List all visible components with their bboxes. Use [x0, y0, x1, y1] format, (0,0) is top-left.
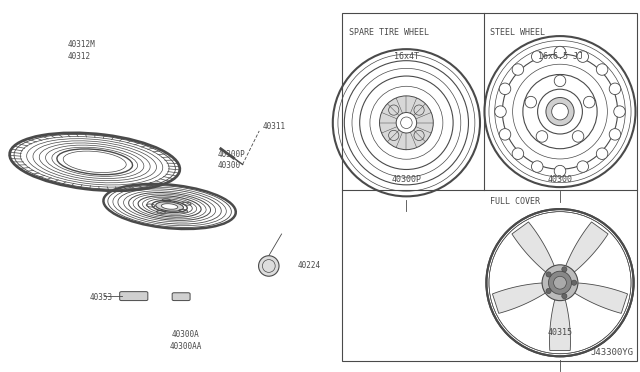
Ellipse shape	[542, 265, 578, 301]
Ellipse shape	[609, 129, 621, 140]
Text: 16x6.5 JJ: 16x6.5 JJ	[538, 52, 582, 61]
Polygon shape	[512, 222, 554, 272]
Text: STEEL WHEEL: STEEL WHEEL	[490, 28, 545, 37]
Ellipse shape	[577, 161, 589, 172]
Text: 40300: 40300	[547, 175, 573, 184]
Text: 40224: 40224	[298, 262, 321, 270]
Ellipse shape	[512, 64, 524, 75]
Ellipse shape	[380, 96, 433, 150]
FancyBboxPatch shape	[172, 293, 190, 301]
Ellipse shape	[562, 267, 567, 272]
Ellipse shape	[531, 51, 543, 62]
Polygon shape	[566, 222, 608, 272]
Ellipse shape	[495, 106, 506, 117]
Ellipse shape	[156, 202, 184, 211]
Text: 40311: 40311	[262, 122, 285, 131]
Text: 40300A
40300AA: 40300A 40300AA	[170, 330, 202, 351]
Ellipse shape	[554, 166, 566, 177]
Ellipse shape	[596, 64, 608, 75]
Bar	[342, 13, 637, 361]
Ellipse shape	[546, 288, 551, 294]
Ellipse shape	[609, 83, 621, 94]
Text: 40315: 40315	[547, 328, 573, 337]
Ellipse shape	[572, 280, 577, 285]
Ellipse shape	[577, 51, 589, 62]
Ellipse shape	[554, 46, 566, 58]
Ellipse shape	[499, 129, 511, 140]
Ellipse shape	[548, 271, 572, 294]
Ellipse shape	[161, 204, 178, 209]
Ellipse shape	[614, 106, 625, 117]
Ellipse shape	[259, 256, 279, 276]
Text: 40353: 40353	[90, 293, 113, 302]
Ellipse shape	[596, 148, 608, 160]
Ellipse shape	[546, 97, 574, 126]
FancyBboxPatch shape	[120, 292, 148, 301]
Text: SPARE TIRE WHEEL: SPARE TIRE WHEEL	[349, 28, 429, 37]
Text: J43300YG: J43300YG	[591, 348, 634, 357]
Text: 40312M
40312: 40312M 40312	[67, 40, 95, 61]
Ellipse shape	[552, 103, 568, 120]
Ellipse shape	[554, 276, 566, 289]
Text: FULL COVER: FULL COVER	[490, 197, 540, 206]
Polygon shape	[550, 300, 570, 350]
Ellipse shape	[512, 148, 524, 160]
Ellipse shape	[531, 161, 543, 172]
Ellipse shape	[396, 112, 417, 133]
Text: 40300P
40300: 40300P 40300	[218, 150, 245, 170]
Ellipse shape	[562, 294, 567, 299]
Ellipse shape	[499, 83, 511, 94]
Polygon shape	[492, 283, 545, 313]
Ellipse shape	[546, 272, 551, 277]
Text: 40300P: 40300P	[392, 175, 421, 184]
Polygon shape	[575, 283, 628, 313]
Text: 16x4T: 16x4T	[394, 52, 419, 61]
